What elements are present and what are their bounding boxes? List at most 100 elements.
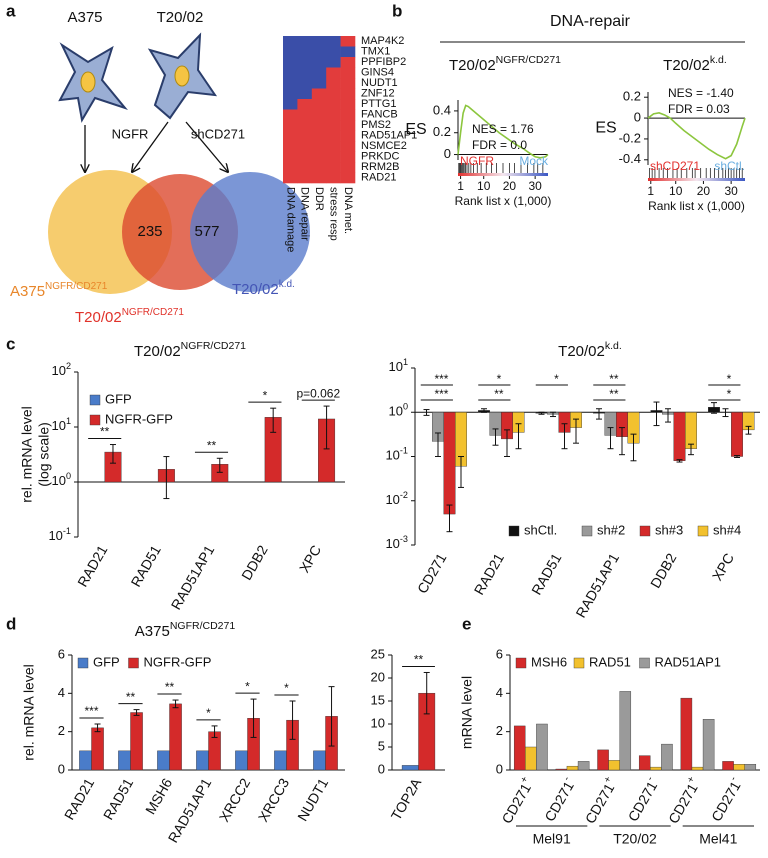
y-tick-label: 100 [388,402,408,419]
legend-swatch [573,657,585,669]
y-tick-label: 0 [496,761,503,776]
heatmap-cell [340,36,356,47]
bar [196,750,209,771]
heatmap-cell [283,162,298,173]
y-axis-label: ES [595,120,616,137]
chart-title: A375NGFR/CD271 [135,620,236,640]
error-bar [216,457,223,473]
bar [118,750,131,771]
nucleus [80,71,96,93]
error-bar [619,427,625,456]
error-bar [423,409,430,416]
x-tick-label: 20 [503,179,517,193]
heatmap-cell [311,67,327,79]
set-label: T20/02NGFR/CD271 [75,307,184,326]
y-tick-label: 0 [444,146,451,161]
nucleus [174,65,190,87]
heatmap-cell [297,99,313,110]
chart-title-sup: k.d. [605,340,622,352]
significance-label: ** [126,690,136,704]
heatmap-cell [283,36,298,47]
heatmap-cell [283,67,298,79]
y-tick-label-base: 10 [388,359,402,374]
heatmap-cell [283,120,298,131]
y-tick-label: 4 [496,685,503,700]
heatmap-cell [326,57,341,68]
significance-label: *** [434,387,448,401]
heatmap-cell [283,141,298,152]
heatmap-cell [283,88,298,100]
row-label: RAD21 [361,172,396,184]
x-tick-label: RAD51 [127,542,164,589]
error-bar [435,432,441,457]
heatmap-cell [297,141,313,152]
y-tick-label-sup: 0 [66,471,71,481]
x-tick-label: RAD51AP1 [572,550,622,620]
heatmap-cell [340,172,356,184]
heatmap-cell [311,57,327,68]
heatmap-cell [340,130,356,142]
heatmap-cell [326,67,341,79]
x-tick-label: DDB2 [238,542,271,583]
heatmap-cell [311,162,327,173]
heatmap-cell [311,120,327,131]
x-tick-label-sup: - [645,775,656,783]
heatmap-cell [297,46,313,58]
arrow-label: NGFR [112,126,149,141]
row-label: PTTG1 [361,98,396,110]
error-bar [504,429,510,457]
y-tick-label-sup: -1 [63,526,71,536]
y-tick-label-base: 10 [385,492,399,507]
error-bar [94,723,101,733]
y-tick-label: 0.4 [433,102,451,117]
row-label: GINS4 [361,67,394,79]
panel-label: c [6,334,15,353]
error-bar [172,699,179,709]
heatmap-cell [283,57,298,68]
row-label: RAD51AP1 [361,130,417,142]
phenotype-label: NGFR [460,154,494,168]
error-bar [515,423,522,450]
row-label: PRKDC [361,151,400,163]
x-tick-label: XPC [296,542,324,575]
bar [577,761,590,771]
significance-label: ** [609,372,619,386]
x-tick-label-base: CD271 [665,780,701,826]
legend-swatch [639,525,651,537]
set-label-sup: k.d. [279,279,295,290]
bar [619,691,632,771]
bar [673,412,686,461]
x-tick-label: CD271+ [497,774,537,826]
row-label: ZNF12 [361,88,395,100]
panel-title: DNA-repair [550,13,631,30]
row-label: PPFIBP2 [361,56,406,68]
significance-label: p=0.062 [296,386,340,400]
legend-label: RAD51 [589,654,631,669]
y-tick-label: 0.2 [623,89,641,104]
legend-label: GFP [93,654,120,669]
cell-line-label: A375 [67,9,102,26]
y-tick-label: 0 [634,110,641,125]
y-tick-label: 10-1 [48,526,71,543]
y-tick-label: 0 [58,761,65,776]
significance-label: ** [207,438,217,452]
legend-label: NGFR-GFP [105,411,173,426]
significance-label: * [554,372,559,386]
group-label: Mel41 [699,831,737,847]
x-tick-label: CD271+ [580,774,620,826]
set-label-sup: NGFR/CD271 [45,281,108,292]
legend-swatch [128,657,139,669]
y-axis-label: (log scale) [36,422,52,487]
heatmap-cell [297,172,313,184]
heatmap-cell [326,141,341,152]
y-tick-label-base: 10 [51,418,65,433]
heatmap-cell [297,130,313,142]
rank-strip [648,178,745,181]
error-bar [653,401,660,427]
chart-title: T20/02NGFR/CD271 [134,340,246,360]
panel-label: e [462,614,471,633]
arrow-label: shCD271 [191,126,245,141]
x-tick-label-base: CD271 [624,778,660,824]
phenotype-label: shCD271 [650,159,700,173]
heatmap-cell [283,172,298,184]
